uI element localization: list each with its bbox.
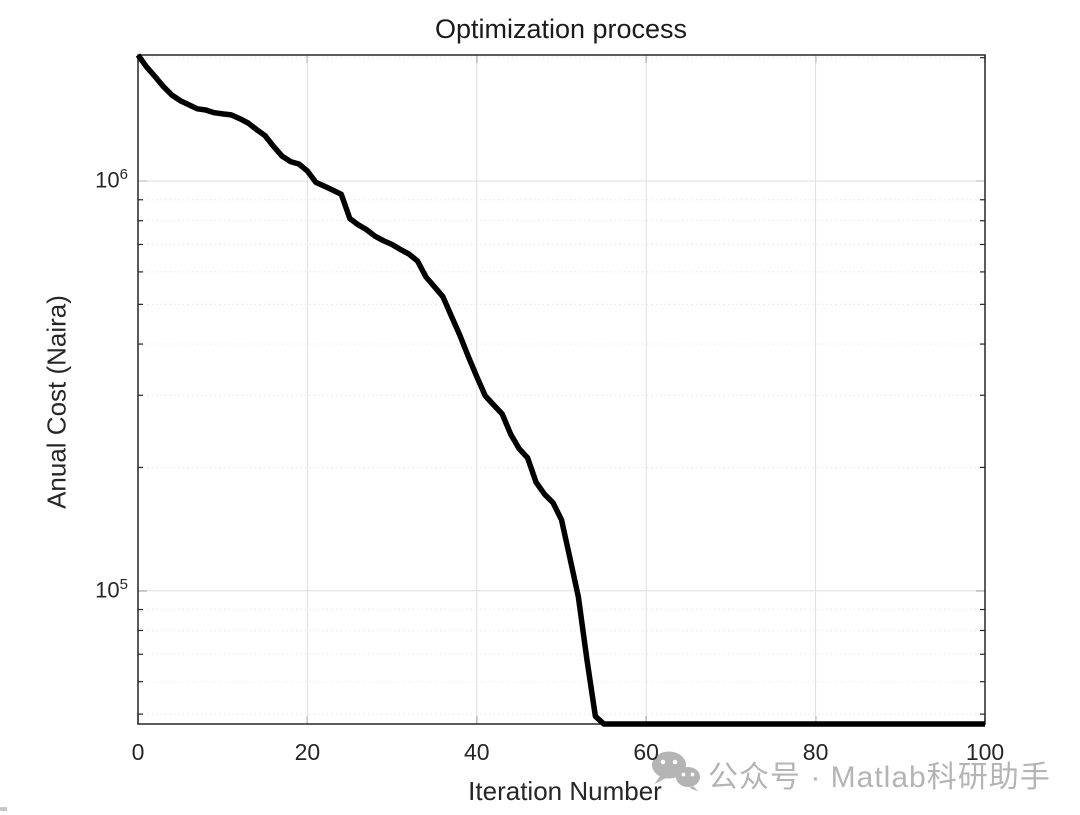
y-tick-label-1e5: 105 [95,576,128,603]
chart-title: Optimization process [434,14,688,44]
y-tick-label-1e6: 106 [95,166,128,193]
x-tick-label-20: 20 [294,739,321,765]
axis-ticks [137,55,986,724]
y-axis-label: Anual Cost (Naira) [41,295,72,509]
axis-box [137,54,986,725]
wechat-icon [652,751,700,792]
x-axis-label: Iteration Number [468,776,662,806]
grid-minor [138,57,985,715]
watermark: 公众号 · Matlab科研助手 [650,750,1051,796]
x-tick-label-80: 80 [802,739,829,765]
optimization-curve [135,53,985,727]
x-tick-label-60: 60 [633,739,659,765]
x-tick-label-100: 100 [965,739,1005,765]
corner-artifact [0,807,7,811]
grid-major [138,55,985,724]
watermark-text: 公众号 · Matlab科研助手 [708,761,1051,794]
x-tick-label-0: 0 [131,739,145,765]
x-tick-label-40: 40 [464,739,490,765]
